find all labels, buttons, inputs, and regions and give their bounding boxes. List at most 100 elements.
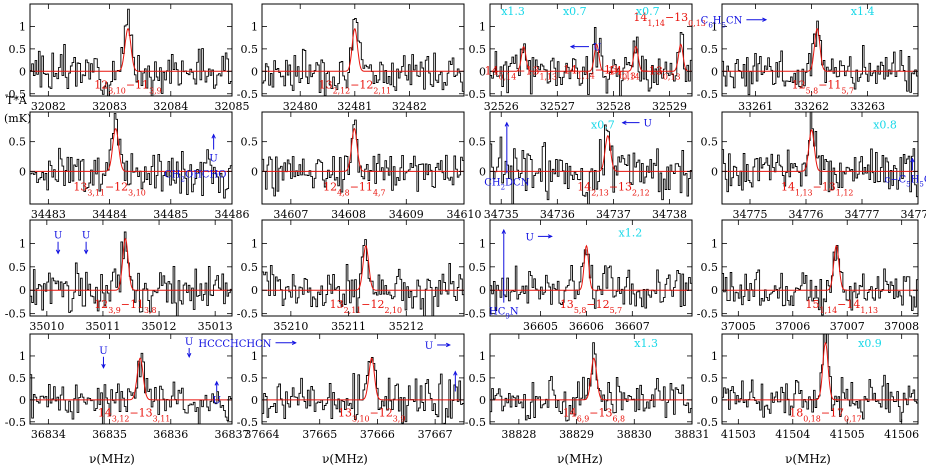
x-tick-label: 34610: [447, 208, 482, 221]
fit-line-3: [722, 27, 918, 72]
x-tick-label: 38830: [617, 428, 652, 441]
x-tick-label: 37667: [418, 428, 453, 441]
panel-5: 0 0.5 34607 34608 34609 34610 124,8−114,7: [241, 111, 482, 221]
y-tick-label: 0: [251, 65, 258, 78]
panel-14: -0.5 0 0.5 1 38828 38829 38830 38831 146,9−136,8…: [465, 333, 710, 441]
fit-line-6: [490, 135, 692, 172]
y-tick-label: 0: [251, 284, 258, 297]
annotation-arrow: CH2DCN: [484, 121, 530, 191]
scale-factor-label: x1.3: [634, 337, 658, 350]
x-tick-label: 41503: [721, 428, 756, 441]
panel-13: -0.5 0 0.5 1 37664 37665 37666 37667 133,10−123,…: [198, 333, 465, 441]
annotation-arrow: CH2OHCHO: [164, 169, 226, 183]
annotation-arrow: U: [212, 380, 221, 406]
y-tick-label: 1: [251, 237, 258, 250]
transition-label: 132,11−122,10: [330, 298, 402, 315]
y-tick-label: 0.5: [701, 136, 719, 149]
x-tick-label: 41506: [884, 428, 919, 441]
annotation-arrow: U: [525, 232, 553, 243]
svg-text:CH2OHCHO: CH2OHCHO: [164, 169, 226, 183]
x-axis-label-4: ν(MHz): [785, 452, 831, 466]
x-axis-label-1: ν(MHz): [89, 452, 135, 466]
spectrum-line-8: [30, 231, 232, 316]
transition-label: 123,9−113,8: [94, 298, 156, 315]
fit-line-15: [722, 341, 918, 401]
x-tick-label: 37664: [245, 428, 280, 441]
y-tick-label: -0.5: [5, 88, 26, 101]
spectrum-line-0: [30, 8, 232, 96]
panel-frame-12: [29, 333, 233, 425]
scale-factor-label: x0.8: [873, 119, 897, 132]
x-tick-label: 32529: [652, 100, 687, 113]
annotation-arrow: U: [621, 119, 652, 130]
fit-line-8: [30, 237, 232, 291]
panel-frame-3: [721, 3, 919, 97]
fit-line-11: [722, 245, 918, 291]
svg-text:U: U: [525, 232, 533, 243]
svg-text:U: U: [185, 337, 193, 348]
annotation-arrow: U: [569, 43, 601, 54]
x-tick-label: 41504: [775, 428, 810, 441]
y-tick-label: 0.5: [9, 261, 27, 274]
x-tick-label: 38828: [501, 428, 536, 441]
y-tick-label: 0.5: [9, 372, 27, 385]
x-tick-label: 33262: [794, 100, 829, 113]
fit-line-9: [262, 245, 464, 291]
panel-frame-6: [489, 111, 693, 205]
transition-label: 140,14−130,13: [608, 64, 680, 81]
transition-label: 140,14−131,13: [485, 64, 557, 81]
y-tick-label: 0.5: [9, 136, 27, 149]
panel-0: -0.5 0 0.5 1 32082 32083 32084 32085 123,10−113,…: [5, 3, 250, 113]
transition-label: 141,14−130,13: [633, 11, 705, 28]
y-tick-label: -0.5: [465, 88, 486, 101]
x-tick-label: 33263: [850, 100, 885, 113]
x-tick-label: 34776: [789, 208, 824, 221]
y-tick-label: 0.5: [701, 43, 719, 56]
y-tick-label: -0.5: [697, 88, 718, 101]
y-tick-label: 1: [251, 20, 258, 33]
x-tick-label: 37005: [721, 320, 756, 333]
svg-text:c−C5H5CN: c−C5H5CN: [885, 174, 926, 188]
transition-label: 133,11−123,10: [73, 180, 145, 197]
x-tick-label: 34485: [153, 208, 188, 221]
spectrum-line-6: [490, 124, 692, 204]
panels-group: -0.5 0 0.5 1 32082 32083 32084 32085 123,10−113,…: [5, 3, 926, 441]
panel-frame-7: [721, 111, 919, 205]
panel-frame-10: [489, 219, 693, 317]
scale-factor-label: x0.7: [636, 5, 660, 18]
x-axis-label-3: ν(MHz): [557, 452, 603, 466]
y-tick-label: 0.5: [701, 372, 719, 385]
x-tick-label: 32482: [392, 100, 427, 113]
y-tick-label: 0: [711, 394, 718, 407]
x-tick-label: 34775: [733, 208, 768, 221]
x-tick-label: 37008: [884, 320, 919, 333]
panel-frame-9: [261, 219, 465, 317]
panel-frame-8: [29, 219, 233, 317]
x-tick-label: 32083: [92, 100, 127, 113]
panel-frame-0: [29, 3, 233, 97]
scale-factor-label: x0.7: [591, 119, 615, 132]
svg-text:CH2DCN: CH2DCN: [484, 177, 530, 191]
y-tick-label: 0.5: [469, 136, 487, 149]
x-tick-label: 32085: [215, 100, 250, 113]
x-tick-label: 34778: [901, 208, 926, 221]
x-tick-label: 37007: [830, 320, 865, 333]
panel-frame-1: [261, 3, 465, 97]
y-tick-label: 1: [711, 237, 718, 250]
y-tick-label: 0: [251, 394, 258, 407]
spectrum-line-12: [30, 352, 232, 424]
x-tick-label: 36834: [31, 428, 66, 441]
y-tick-label: -0.5: [237, 308, 258, 321]
y-tick-label: 0: [479, 284, 486, 297]
x-tick-label: 34483: [31, 208, 66, 221]
panel-frame-15: [721, 333, 919, 425]
y-tick-label: 0: [711, 165, 718, 178]
fit-line-14: [490, 357, 692, 401]
annotation-arrow: U: [185, 337, 193, 358]
y-tick-label: 1: [479, 20, 486, 33]
svg-text:U: U: [54, 231, 62, 242]
y-tick-label: 0: [711, 65, 718, 78]
y-tick-label: 0: [19, 165, 26, 178]
